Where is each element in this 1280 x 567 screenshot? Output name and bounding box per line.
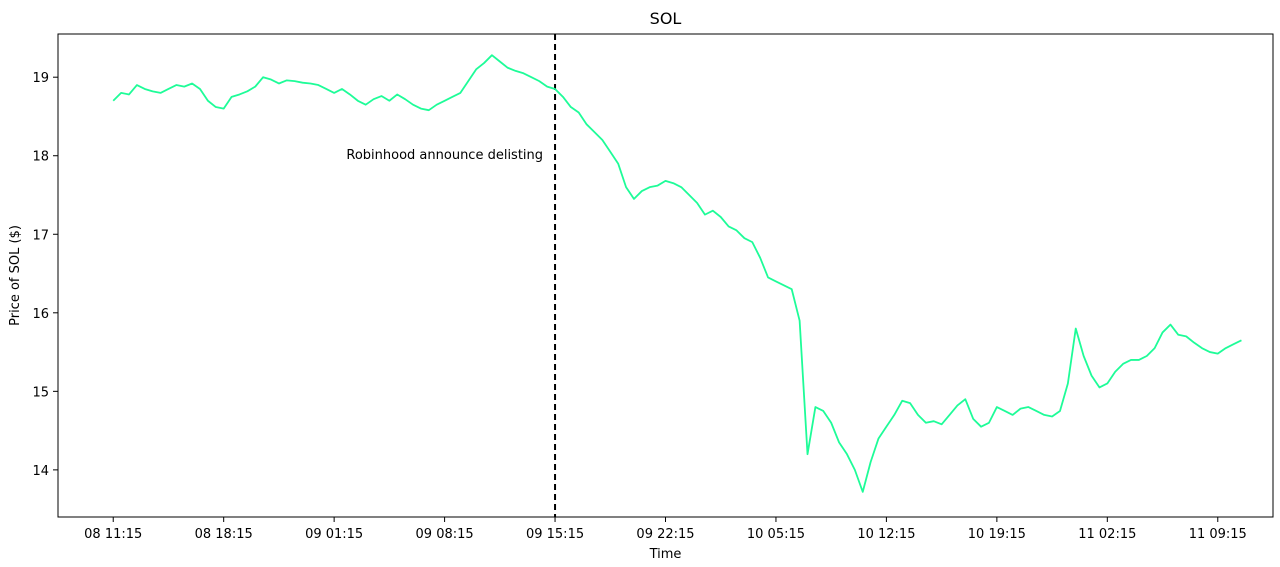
y-axis: 14 15 16 17 18 19 [32, 71, 58, 479]
y-tick-label: 18 [32, 150, 49, 165]
y-axis-label: Price of SOL ($) [8, 225, 23, 326]
x-axis-label: Time [649, 547, 682, 562]
x-tick-label: 09 08:15 [416, 527, 474, 542]
x-tick-label: 09 22:15 [636, 527, 694, 542]
y-tick-label: 14 [32, 464, 49, 479]
event-annotation: Robinhood announce delisting [346, 148, 543, 163]
series-line-sol [112, 54, 1242, 493]
chart-title: SOL [650, 9, 682, 28]
x-tick-label: 10 05:15 [747, 527, 805, 542]
x-tick-label: 10 12:15 [857, 527, 915, 542]
x-tick-label: 08 18:15 [195, 527, 253, 542]
x-tick-label: 11 02:15 [1078, 527, 1136, 542]
plot-frame [57, 33, 1274, 518]
y-tick-label: 16 [32, 307, 49, 322]
x-axis: 08 11:15 08 18:15 09 01:15 09 08:15 09 15:15… [84, 517, 1247, 542]
x-tick-label: 11 09:15 [1189, 527, 1247, 542]
x-tick-label: 09 15:15 [526, 527, 584, 542]
y-tick-label: 15 [32, 385, 49, 400]
y-tick-label: 19 [32, 71, 49, 86]
y-tick-label: 17 [32, 228, 49, 243]
x-tick-label: 10 19:15 [968, 527, 1026, 542]
x-tick-label: 08 11:15 [84, 527, 142, 542]
x-tick-label: 09 01:15 [305, 527, 363, 542]
